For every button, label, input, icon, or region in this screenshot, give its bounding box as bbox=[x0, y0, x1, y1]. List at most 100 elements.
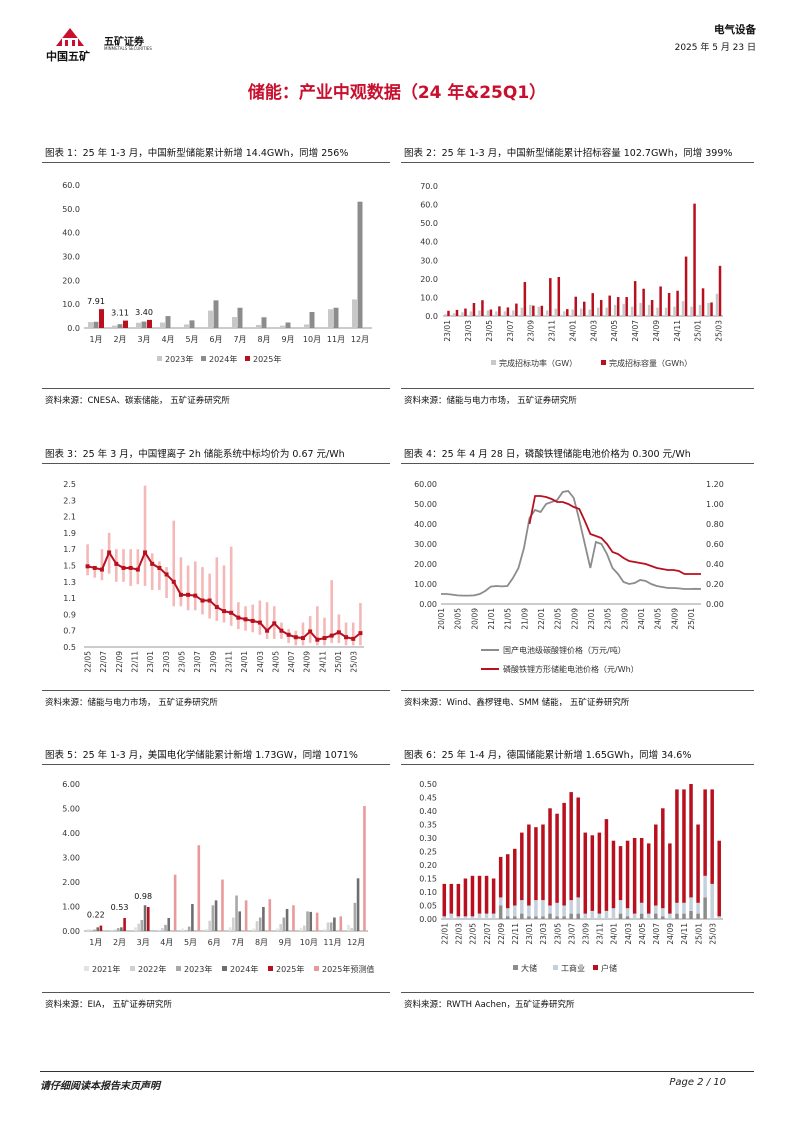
fig6-bar-0-17 bbox=[562, 916, 566, 919]
fig4-source-rule bbox=[401, 690, 754, 691]
fig3-avg-point-4 bbox=[114, 561, 119, 566]
fig6-bar-0-19 bbox=[576, 913, 580, 919]
fig3-range-bar-31 bbox=[308, 616, 312, 643]
fig6-bar-0-34 bbox=[682, 913, 686, 919]
fig5-bar-2-1 bbox=[116, 928, 120, 931]
fig2-bar-1-3 bbox=[472, 303, 476, 316]
fig3-y-tick-4: 1.3 bbox=[63, 578, 76, 587]
fig3-avg-point-9 bbox=[150, 561, 155, 566]
fig1-bar-2023年-2 bbox=[136, 322, 141, 328]
fig2-y-tick-2: 20.0 bbox=[420, 275, 438, 284]
fig3-x-tick-4: 23/01 bbox=[146, 651, 155, 673]
fig4-y-right-tick-6: 1.20 bbox=[706, 480, 724, 489]
fig6-bar-1-23 bbox=[604, 910, 609, 919]
fig1-bar-2025年-2 bbox=[147, 319, 152, 328]
fig2-bar-0-4 bbox=[478, 310, 481, 316]
fig3-avg-point-0 bbox=[85, 564, 90, 569]
fig3-avg-point-7 bbox=[135, 567, 140, 572]
fig1-bar-2023年-3 bbox=[160, 322, 165, 328]
fig2-legend-label-1: 完成招标容量（GWh） bbox=[609, 358, 692, 368]
fig6-bar-2-17 bbox=[562, 802, 566, 906]
fig6-x-tick-13: 24/03 bbox=[624, 923, 633, 945]
fig3-range-bar-17 bbox=[208, 573, 211, 619]
fig3-avg-point-14 bbox=[186, 592, 191, 597]
fig6-x-tick-6: 23/01 bbox=[525, 923, 534, 945]
fig5-bar-5-7 bbox=[268, 899, 272, 931]
fig2-bar-1-24 bbox=[650, 300, 654, 316]
fig4-x-tick-13: 24/05 bbox=[654, 608, 663, 630]
fig2-x-tick-11: 24/11 bbox=[673, 320, 682, 342]
sector-label: 电气设备 bbox=[714, 24, 756, 36]
fig3-avg-point-25 bbox=[265, 628, 270, 633]
fig1-bar-2023年-6 bbox=[232, 317, 237, 328]
fig3-y-tick-3: 1.1 bbox=[63, 594, 76, 603]
fig5-bar-3-9 bbox=[309, 911, 313, 931]
fig6-bar-1-17 bbox=[562, 905, 566, 917]
fig6-bar-0-11 bbox=[520, 913, 524, 919]
fig6-x-tick-16: 24/09 bbox=[666, 923, 675, 945]
fig3-avg-point-16 bbox=[200, 598, 205, 603]
fig2-bar-0-13 bbox=[554, 308, 558, 316]
fig6-legend-label-1: 工商业 bbox=[561, 963, 585, 973]
fig3-avg-point-27 bbox=[279, 628, 284, 633]
fig5-bar-4-2 bbox=[146, 906, 150, 931]
fig3-avg-point-20 bbox=[229, 610, 234, 615]
fig6-x-tick-17: 24/11 bbox=[680, 923, 689, 945]
fig1-legend-swatch-2 bbox=[245, 356, 250, 361]
fig6-x-tick-19: 25/03 bbox=[708, 923, 717, 945]
fig1-bar-2023年-11 bbox=[352, 299, 357, 328]
fig2-bar-1-10 bbox=[532, 305, 535, 316]
fig5-data-label-0: 0.22 bbox=[87, 911, 105, 920]
fig4-x-tick-2: 20/09 bbox=[470, 608, 479, 630]
fig5-chart: 0.00 1.00 2.00 3.00 4.00 5.00 6.00 1月 2月 3月 4月 5月 6月… bbox=[62, 780, 374, 974]
fig5-bar-1-4 bbox=[184, 929, 188, 931]
fig5-x-tick-2: 3月 bbox=[137, 938, 150, 947]
fig5-bar-2-5 bbox=[211, 905, 215, 931]
fig4-x-tick-0: 20/01 bbox=[437, 608, 446, 630]
fig5-bar-0-7 bbox=[252, 928, 256, 931]
fig1-bar-2024年-3 bbox=[165, 316, 171, 328]
fig3-avg-point-21 bbox=[236, 615, 241, 620]
fig3-x-tick-13: 24/07 bbox=[287, 651, 296, 673]
fig5-legend-swatch-3 bbox=[222, 966, 227, 971]
fig2-bar-0-7 bbox=[503, 311, 507, 316]
fig1-y-tick-0: 0.0 bbox=[67, 324, 80, 333]
fig6-title-rule bbox=[401, 764, 754, 765]
fig1-chart: 0.0 10.0 20.0 30.0 40.0 50.0 60.0 1月 2月 3月 4月 5月 6月 7… bbox=[62, 181, 372, 364]
fig2-bar-1-8 bbox=[515, 303, 518, 316]
fig2-bar-0-2 bbox=[461, 312, 464, 316]
fig6-bar-1-4 bbox=[470, 916, 475, 919]
fig1-bar-2024年-0 bbox=[93, 321, 99, 328]
fig4-chart: 0.00 10.00 20.00 30.00 40.00 50.00 60.00 0.00 0.… bbox=[414, 480, 724, 674]
fig5-x-tick-5: 6月 bbox=[208, 938, 221, 947]
fig3-avg-point-29 bbox=[293, 635, 298, 640]
fig1-x-tick-4: 5月 bbox=[185, 335, 198, 344]
fig5-bar-4-0 bbox=[99, 925, 103, 931]
fig6-bar-2-1 bbox=[449, 883, 454, 914]
fig3-avg-point-38 bbox=[358, 631, 363, 636]
fig1-source: 资料来源：CNESA、碳索储能， 五矿证券研究所 bbox=[45, 396, 230, 406]
fig6-bar-1-8 bbox=[498, 897, 503, 906]
fig1-y-tick-6: 60.0 bbox=[62, 181, 80, 190]
fig1-x-tick-5: 6月 bbox=[209, 335, 222, 344]
fig5-bar-1-2 bbox=[137, 923, 140, 931]
fig6-bar-1-13 bbox=[534, 900, 538, 917]
fig5-x-tick-0: 1月 bbox=[89, 938, 102, 947]
fig6-bar-2-5 bbox=[477, 875, 482, 914]
fig1-bar-2024年-8 bbox=[285, 322, 291, 328]
fig2-bar-0-8 bbox=[512, 310, 515, 316]
fig4-y-left-tick-6: 60.00 bbox=[414, 480, 437, 489]
fig2-bar-1-20 bbox=[616, 297, 620, 316]
fig2-bar-0-25 bbox=[656, 307, 659, 316]
fig4-y-right-tick-2: 0.40 bbox=[706, 560, 724, 569]
fig5-bar-1-5 bbox=[208, 920, 211, 931]
fig6-bar-2-28 bbox=[639, 838, 644, 903]
fig5-source-rule bbox=[42, 992, 390, 993]
fig5-bar-2-6 bbox=[235, 895, 238, 931]
fig6-bar-1-15 bbox=[548, 905, 552, 914]
fig6-bar-1-5 bbox=[477, 913, 482, 919]
fig2-bar-0-12 bbox=[546, 310, 549, 316]
fig2-bar-1-31 bbox=[710, 302, 713, 316]
footer-disclaimer: 请仔细阅读本报告末页声明 bbox=[40, 1081, 160, 1092]
fig6-bar-2-23 bbox=[604, 819, 609, 911]
